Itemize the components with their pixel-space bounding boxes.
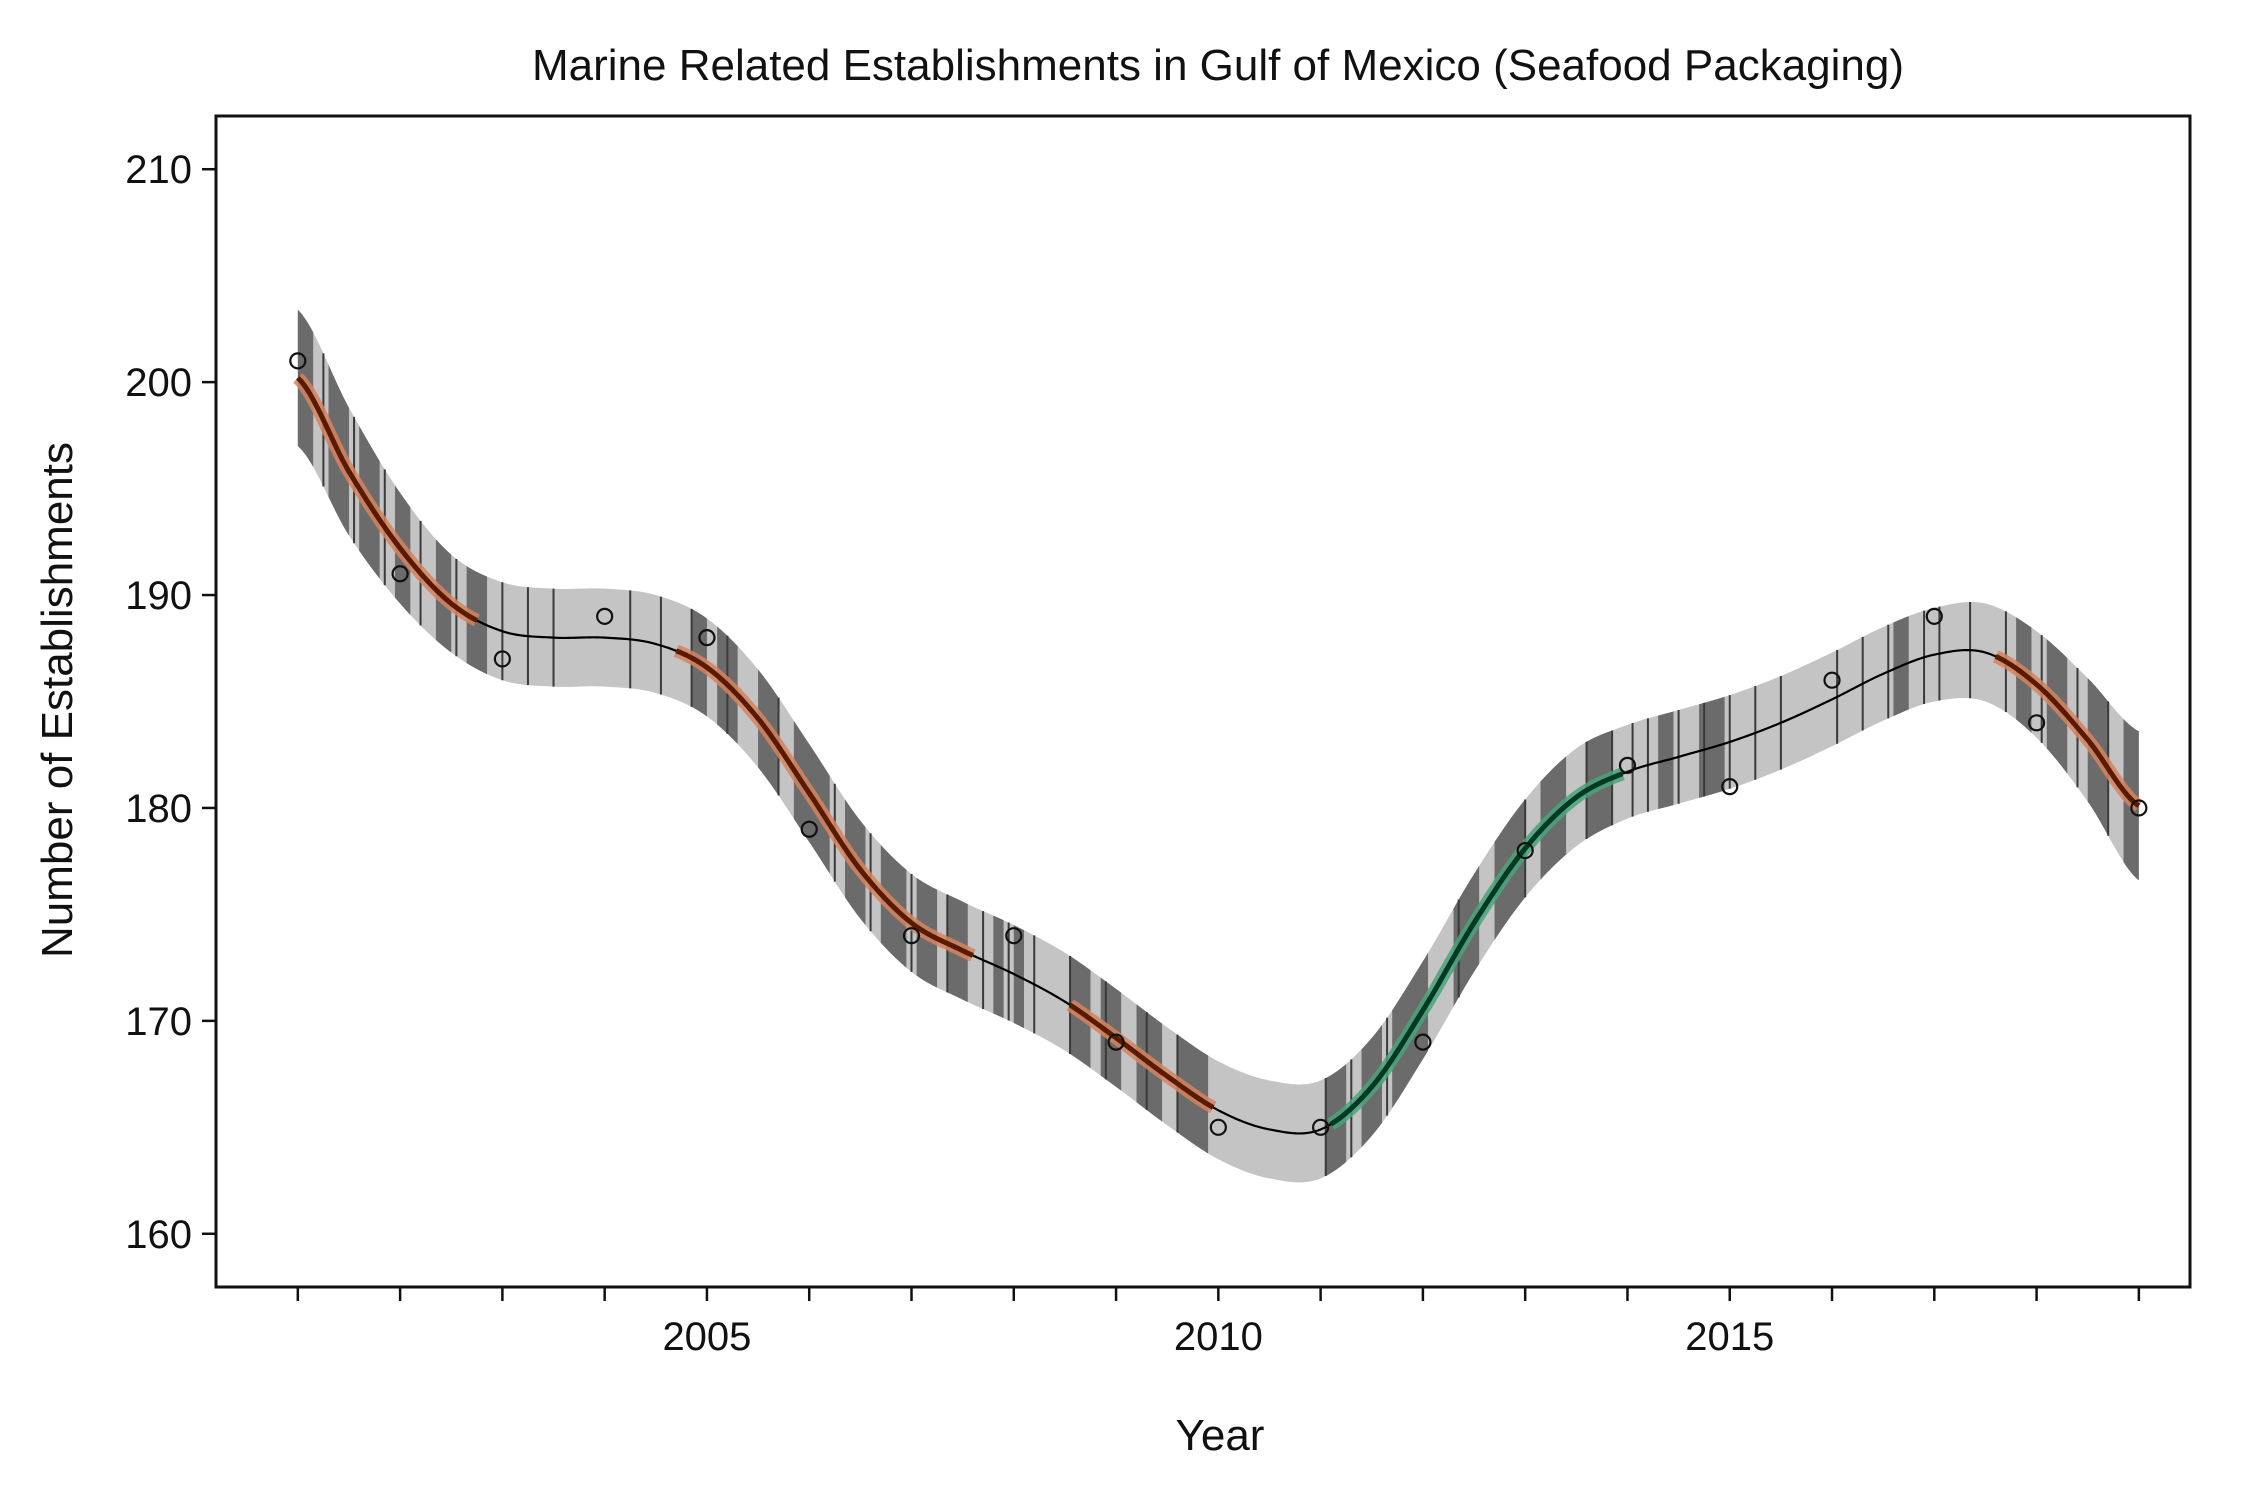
- data-point: [902, 927, 921, 945]
- plot-area: [289, 309, 2148, 1183]
- data-point: [1721, 778, 1739, 796]
- data-point: [2130, 799, 2148, 817]
- sample-line-layer: [322, 353, 2110, 1177]
- decrease-segment: [1994, 654, 2141, 808]
- y-tick-label: 160: [125, 1213, 192, 1257]
- y-axis-label: Number of Establishments: [33, 442, 82, 958]
- data-point: [2027, 714, 2046, 732]
- y-tick-label: 170: [125, 1000, 192, 1044]
- chart-title: Marine Related Establishments in Gulf of…: [532, 41, 1904, 90]
- observed-point-layer: [289, 352, 2148, 1136]
- data-point: [1005, 927, 1023, 945]
- data-point: [1516, 841, 1534, 860]
- data-point: [1209, 1118, 1227, 1136]
- data-point: [1618, 756, 1637, 774]
- decrease-segment: [675, 648, 974, 958]
- data-point: [1107, 1033, 1125, 1051]
- decrease-segment: [296, 376, 478, 623]
- data-point: [596, 607, 614, 625]
- data-point: [493, 650, 511, 668]
- y-tick-label: 190: [125, 574, 192, 618]
- x-axis-label: Year: [1176, 1411, 1265, 1460]
- decrease-segment: [1068, 1002, 1215, 1110]
- data-point: [698, 629, 716, 647]
- data-point: [289, 352, 307, 370]
- confidence-band: [297, 309, 2139, 1183]
- derivative-strip-layer: [297, 309, 2139, 1177]
- x-tick-label: 2005: [662, 1315, 751, 1359]
- x-tick-label: 2010: [1174, 1315, 1263, 1359]
- data-point: [1925, 607, 1943, 625]
- data-point: [391, 565, 409, 583]
- y-axis: 160 170 180 190 200 210: [125, 148, 216, 1257]
- confidence-band-layer: [297, 309, 2139, 1183]
- trend-line: [297, 377, 2140, 1135]
- y-tick-label: 210: [125, 148, 192, 192]
- plot-frame: [214, 114, 2192, 1289]
- y-tick-label: 180: [125, 787, 192, 831]
- y-tick-label: 200: [125, 361, 192, 405]
- data-point: [1414, 1033, 1432, 1051]
- increase-segment: [1329, 771, 1624, 1127]
- x-tick-label: 2015: [1685, 1315, 1774, 1359]
- trend-layer: [293, 373, 2143, 1135]
- data-point: [1312, 1118, 1330, 1136]
- data-point: [800, 820, 818, 838]
- data-point: [1823, 671, 1841, 689]
- x-axis: 2005 2010 2015: [296, 1287, 2141, 1359]
